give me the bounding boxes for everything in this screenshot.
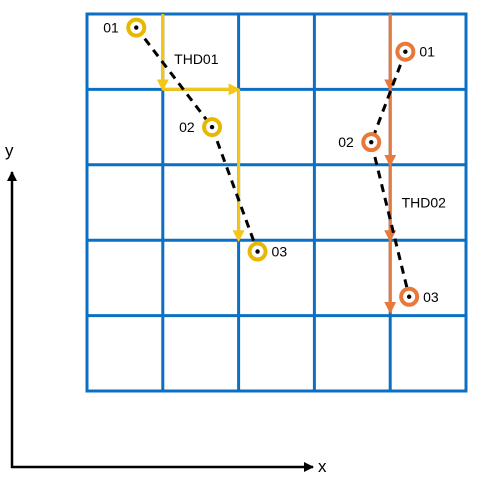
observation-label: 02 [338, 134, 354, 150]
observation-marker-center [403, 49, 408, 54]
y-axis-label: y [5, 141, 14, 160]
observation-label: 02 [179, 119, 195, 135]
track-thd01: 01 02 03 THD01 [103, 14, 288, 262]
observation-label: 03 [272, 244, 288, 260]
axes: y x [5, 141, 327, 476]
observation-marker-center [406, 294, 412, 299]
observation-marker-center [209, 124, 215, 130]
track-label: THD01 [174, 51, 219, 67]
x-axis-label: x [318, 457, 327, 476]
grid-border [85, 12, 468, 393]
observation-label: 03 [423, 289, 439, 305]
observation-link [369, 51, 411, 298]
track-label: THD02 [402, 195, 447, 211]
observation-marker-center [134, 25, 139, 30]
observation-link [135, 26, 259, 253]
track-thd02: 01 02 03 THD02 [338, 14, 447, 314]
observation-label: 01 [419, 44, 435, 60]
observation-label: 01 [103, 20, 119, 36]
tracks: 01 02 03 THD01 01 02 03 THD02 [103, 14, 447, 314]
observation-marker-center [255, 249, 260, 254]
observation-marker-center [369, 139, 374, 145]
